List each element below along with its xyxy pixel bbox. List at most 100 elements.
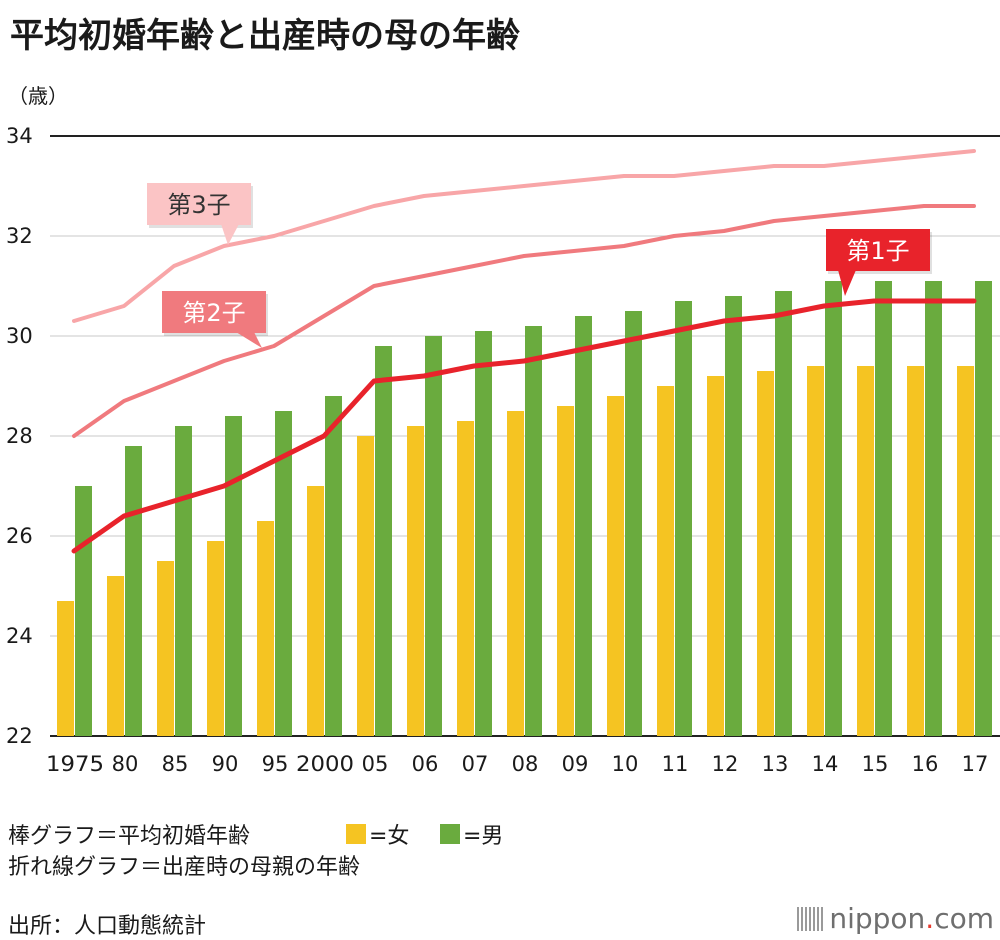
y-tick-label: 22: [6, 724, 33, 748]
callout-2: 第2子: [162, 291, 268, 348]
callout-label: 第1子: [846, 237, 909, 265]
x-tick-label: 14: [812, 752, 839, 776]
bar-female: [707, 376, 724, 736]
y-tick-label: 26: [6, 524, 33, 548]
bar-female: [657, 386, 674, 736]
bar-male: [225, 416, 242, 736]
line-series-2: [72, 204, 976, 438]
callout-pointer: [838, 270, 856, 296]
bar-female: [357, 436, 374, 736]
bar-female: [507, 411, 524, 736]
bar-male: [975, 281, 992, 736]
x-tick-label: 05: [362, 752, 389, 776]
bar-male: [175, 426, 192, 736]
bar-male: [575, 316, 592, 736]
bar-female: [857, 366, 874, 736]
callout-pointer: [221, 224, 239, 245]
bar-male: [825, 281, 842, 736]
bar-female: [557, 406, 574, 736]
callout-box: [147, 183, 251, 225]
logo-mark-icon: [797, 906, 824, 931]
legend-female: =女: [346, 818, 409, 850]
x-tick-label: 08: [512, 752, 539, 776]
bar-male: [75, 486, 92, 736]
callout-pointer: [236, 332, 262, 348]
x-tick-label: 13: [762, 752, 789, 776]
x-tick-label: 2000: [296, 752, 354, 776]
source-note: 出所：人口動態統計: [8, 914, 207, 939]
bar-male: [325, 396, 342, 736]
bar-female: [407, 426, 424, 736]
lines: [71, 149, 977, 554]
bar-female: [457, 421, 474, 736]
x-tick-label: 09: [562, 752, 589, 776]
x-tick-label: 1975: [46, 752, 104, 776]
x-tick-label: 90: [212, 752, 239, 776]
callout-box: [162, 291, 266, 333]
bars: [57, 281, 992, 736]
callout-1: 第1子: [826, 229, 932, 296]
bar-male: [625, 311, 642, 736]
bar-female: [207, 541, 224, 736]
callout-box: [826, 229, 930, 271]
bar-female: [907, 366, 924, 736]
x-tick-label: 16: [912, 752, 939, 776]
legend-male: =男: [440, 818, 503, 850]
logo-suffix: com: [934, 902, 994, 935]
bar-male: [125, 446, 142, 736]
bar-male: [525, 326, 542, 736]
x-tick-labels: 1975 80 85 90 95 2000 05 06 07 08 09 10 11 12 13 14 15 16…: [46, 752, 988, 776]
bar-male: [475, 331, 492, 736]
bar-female: [957, 366, 974, 736]
bar-male: [725, 296, 742, 736]
legend-female-label: =女: [369, 824, 410, 849]
callout-label: 第3子: [167, 191, 230, 219]
x-tick-label: 10: [612, 752, 639, 776]
logo-main: nippon: [829, 902, 926, 935]
x-tick-label: 80: [112, 752, 139, 776]
bar-female: [807, 366, 824, 736]
callout-3: 第3子: [147, 183, 253, 245]
y-tick-labels: 22 24 26 28 30 32 34: [6, 124, 33, 748]
bar-male: [925, 281, 942, 736]
bar-female: [607, 396, 624, 736]
y-tick-label: 34: [6, 124, 33, 148]
bar-female: [757, 371, 774, 736]
bar-female: [107, 576, 124, 736]
y-tick-label: 24: [6, 624, 33, 648]
x-tick-label: 15: [862, 752, 889, 776]
male-swatch: [440, 824, 460, 844]
x-tick-label: 12: [712, 752, 739, 776]
x-tick-label: 11: [662, 752, 689, 776]
bar-male: [875, 281, 892, 736]
callout-label: 第2子: [182, 299, 245, 327]
female-swatch: [346, 824, 366, 844]
y-tick-label: 30: [6, 324, 33, 348]
bar-male: [375, 346, 392, 736]
line-series-3: [72, 149, 976, 323]
bar-male: [425, 336, 442, 736]
bar-female: [157, 561, 174, 736]
y-tick-label: 28: [6, 424, 33, 448]
y-axis-unit: （歳）: [8, 84, 68, 108]
bar-female: [307, 486, 324, 736]
legend-male-label: =男: [463, 824, 504, 849]
x-tick-label: 17: [962, 752, 989, 776]
bar-female: [57, 601, 74, 736]
x-tick-label: 85: [162, 752, 189, 776]
x-tick-label: 07: [462, 752, 489, 776]
nippon-logo[interactable]: nippon. com: [797, 902, 994, 935]
line-legend-caption: 折れ線グラフ＝出産時の母親の年齢: [8, 855, 361, 880]
bar-female: [257, 521, 274, 736]
chart-title: 平均初婚年齢と出産時の母の年齢: [10, 16, 520, 56]
logo-dot: .: [925, 902, 935, 935]
bar-legend-caption: 棒グラフ＝平均初婚年齢: [8, 824, 251, 849]
bar-male: [775, 291, 792, 736]
bar-male: [275, 411, 292, 736]
bar-male: [675, 301, 692, 736]
line-series-1: [71, 298, 977, 554]
x-tick-label: 06: [412, 752, 439, 776]
y-tick-label: 32: [6, 224, 33, 248]
